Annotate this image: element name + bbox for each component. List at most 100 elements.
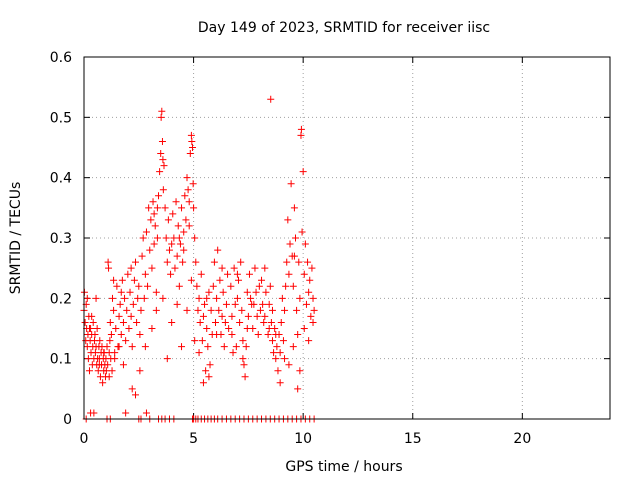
x-tick-label: 10 — [294, 431, 312, 447]
data-point — [180, 228, 188, 236]
data-point — [132, 258, 140, 266]
data-point — [183, 306, 191, 314]
data-point — [93, 325, 101, 332]
data-point — [304, 258, 312, 266]
chart-title: Day 149 of 2023, SRMTID for receiver iis… — [198, 20, 490, 36]
data-point — [254, 331, 262, 339]
data-point — [155, 192, 163, 200]
data-point — [205, 288, 213, 296]
data-point — [189, 180, 197, 188]
data-point — [247, 294, 255, 302]
data-point — [298, 228, 306, 236]
data-point — [110, 276, 118, 284]
data-point — [305, 288, 313, 296]
data-point — [117, 331, 125, 339]
data-point — [227, 282, 235, 290]
data-point — [233, 294, 241, 302]
data-point — [95, 361, 103, 369]
data-point — [276, 379, 284, 387]
data-point — [240, 361, 248, 369]
data-point — [241, 373, 249, 381]
data-point — [295, 258, 303, 266]
data-point — [301, 240, 309, 248]
y-tick-label: 0.5 — [50, 110, 72, 126]
data-point — [192, 258, 200, 266]
data-point — [146, 246, 154, 254]
data-point — [272, 331, 280, 339]
data-point — [167, 270, 175, 278]
data-point — [111, 349, 119, 357]
y-tick-label: 0.1 — [50, 352, 72, 368]
data-point — [260, 318, 268, 326]
data-point — [110, 306, 118, 314]
data-point — [309, 318, 317, 326]
data-point — [282, 282, 290, 290]
data-point — [253, 312, 261, 320]
data-point — [300, 325, 308, 332]
data-point — [171, 264, 179, 272]
data-point — [158, 107, 166, 115]
data-point — [144, 282, 152, 290]
y-tick-label: 0.6 — [50, 50, 72, 66]
data-point — [135, 282, 143, 290]
data-point — [169, 210, 177, 218]
data-point — [162, 234, 170, 242]
data-point — [278, 294, 286, 302]
data-point — [159, 186, 167, 194]
data-point — [265, 325, 273, 332]
data-point — [113, 282, 121, 290]
data-point — [148, 264, 156, 272]
data-point — [130, 276, 138, 284]
data-point — [173, 252, 181, 260]
x-axis-label: GPS time / hours — [285, 459, 402, 475]
data-point — [239, 355, 247, 363]
data-point — [127, 264, 135, 272]
data-point — [137, 306, 145, 314]
data-point — [242, 343, 250, 351]
data-point — [289, 343, 297, 351]
data-point — [195, 349, 203, 357]
data-point — [235, 276, 243, 284]
data-point — [156, 168, 164, 176]
data-point — [163, 355, 171, 363]
data-point — [172, 198, 180, 206]
data-point — [103, 343, 111, 351]
data-point — [160, 162, 168, 170]
data-point — [115, 312, 123, 320]
data-point — [105, 264, 113, 272]
data-point — [96, 337, 104, 345]
data-point — [187, 276, 195, 284]
x-tick-label: 20 — [513, 431, 531, 447]
data-point — [265, 300, 273, 308]
data-point — [116, 300, 124, 308]
data-point — [122, 409, 130, 417]
data-point — [185, 198, 193, 206]
data-point — [179, 258, 187, 266]
data-point — [307, 312, 315, 320]
data-point — [277, 318, 285, 326]
data-point — [191, 234, 199, 242]
data-point — [148, 325, 156, 332]
data-point — [308, 264, 316, 272]
data-point — [129, 300, 137, 308]
data-point — [287, 180, 295, 188]
data-point — [285, 361, 293, 369]
data-point — [106, 337, 114, 345]
data-point — [243, 288, 251, 296]
data-point — [256, 306, 264, 314]
data-point — [294, 331, 302, 339]
data-point — [205, 373, 213, 381]
data-point — [203, 294, 211, 302]
data-point — [175, 282, 183, 290]
data-point — [293, 306, 301, 314]
data-point — [85, 325, 93, 332]
data-point — [261, 264, 269, 272]
data-point — [107, 331, 115, 339]
data-point — [268, 306, 276, 314]
data-point — [268, 337, 276, 345]
data-point — [183, 174, 191, 182]
data-point — [125, 325, 133, 332]
data-point — [83, 294, 91, 302]
data-point — [251, 264, 259, 272]
